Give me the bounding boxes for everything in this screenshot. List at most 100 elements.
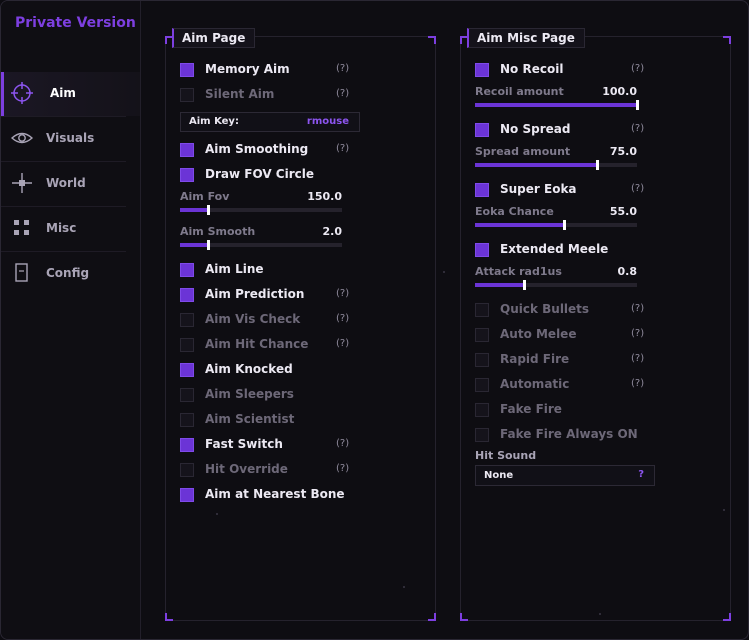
slider-fill bbox=[475, 103, 637, 107]
slider-handle[interactable] bbox=[563, 220, 567, 230]
slider-track[interactable] bbox=[475, 280, 637, 290]
help-tooltip-icon[interactable]: (?) bbox=[631, 63, 645, 74]
slider-spread-amount[interactable]: Spread amount 75.0 bbox=[475, 145, 637, 175]
hit-sound-label: Hit Sound bbox=[475, 449, 537, 462]
help-tooltip-icon[interactable]: (?) bbox=[631, 328, 645, 339]
checkbox[interactable] bbox=[475, 428, 489, 442]
checkbox[interactable] bbox=[180, 288, 194, 302]
help-tooltip-icon[interactable]: (?) bbox=[631, 303, 645, 314]
checkbox[interactable] bbox=[180, 143, 194, 157]
slider-handle[interactable] bbox=[206, 240, 210, 250]
checkbox[interactable] bbox=[180, 488, 194, 502]
slider-eoka-chance[interactable]: Eoka Chance 55.0 bbox=[475, 205, 637, 235]
checkbox[interactable] bbox=[475, 243, 489, 257]
slider-track[interactable] bbox=[180, 240, 342, 250]
checkbox-label: Aim at Nearest Bone bbox=[205, 487, 345, 501]
nav-item-config[interactable]: Config bbox=[1, 252, 140, 296]
slider-fill bbox=[180, 243, 208, 247]
checkbox[interactable] bbox=[180, 313, 194, 327]
help-tooltip-icon[interactable]: (?) bbox=[631, 123, 645, 134]
slider-value: 75.0 bbox=[609, 145, 637, 158]
slider-track[interactable] bbox=[475, 160, 637, 170]
slider-fill bbox=[475, 283, 524, 287]
hit-sound-help[interactable]: ? bbox=[638, 469, 644, 480]
help-tooltip-icon[interactable]: (?) bbox=[631, 378, 645, 389]
checkbox-label: Silent Aim bbox=[205, 87, 275, 101]
checkbox[interactable] bbox=[180, 263, 194, 277]
checkbox-label: Aim Line bbox=[205, 262, 264, 276]
help-tooltip-icon[interactable]: (?) bbox=[631, 183, 645, 194]
slider-value: 0.8 bbox=[617, 265, 638, 278]
slider-attack-rad1us[interactable]: Attack rad1us 0.8 bbox=[475, 265, 637, 295]
help-tooltip-icon[interactable]: (?) bbox=[336, 63, 350, 74]
slider-value: 55.0 bbox=[609, 205, 637, 218]
world-icon bbox=[12, 173, 32, 193]
slider-aim-smooth[interactable]: Aim Smooth 2.0 bbox=[180, 225, 342, 255]
help-tooltip-icon[interactable]: (?) bbox=[336, 288, 350, 299]
checkbox-label: Hit Override bbox=[205, 462, 288, 476]
sidebar: Private Version Aim Visuals bbox=[1, 1, 141, 639]
slider-aim-fov[interactable]: Aim Fov 150.0 bbox=[180, 190, 342, 220]
checkbox-label: Aim Hit Chance bbox=[205, 337, 309, 351]
slider-label: Recoil amount bbox=[475, 85, 564, 98]
slider-label: Eoka Chance bbox=[475, 205, 554, 218]
brand-title: Private Version bbox=[15, 15, 136, 31]
aim-misc-page-panel: Aim Misc Page No Recoil (?) No Spread (?) Su… bbox=[460, 28, 731, 621]
checkbox-label: Automatic bbox=[500, 377, 570, 391]
aim-key-label: Aim Key: bbox=[189, 116, 239, 127]
slider-recoil-amount[interactable]: Recoil amount 100.0 bbox=[475, 85, 639, 115]
grid-icon bbox=[14, 220, 29, 235]
help-tooltip-icon[interactable]: (?) bbox=[336, 463, 350, 474]
checkbox[interactable] bbox=[475, 378, 489, 392]
checkbox[interactable] bbox=[180, 338, 194, 352]
checkbox[interactable] bbox=[180, 168, 194, 182]
checkbox[interactable] bbox=[475, 328, 489, 342]
checkbox[interactable] bbox=[475, 183, 489, 197]
checkbox[interactable] bbox=[180, 413, 194, 427]
eye-icon bbox=[11, 132, 33, 144]
slider-value: 2.0 bbox=[322, 225, 343, 238]
help-tooltip-icon[interactable]: (?) bbox=[336, 438, 350, 449]
help-tooltip-icon[interactable]: (?) bbox=[631, 353, 645, 364]
checkbox-label: Quick Bullets bbox=[500, 302, 590, 316]
checkbox[interactable] bbox=[180, 438, 194, 452]
checkbox-label: Fake Fire bbox=[500, 402, 562, 416]
aim-page-panel: Aim Page Memory Aim (?) Silent Aim (?) Aim S… bbox=[165, 28, 436, 621]
nav-item-aim[interactable]: Aim bbox=[1, 72, 140, 116]
help-tooltip-icon[interactable]: (?) bbox=[336, 143, 350, 154]
checkbox-label: Aim Smoothing bbox=[205, 142, 309, 156]
help-tooltip-icon[interactable]: (?) bbox=[336, 338, 350, 349]
checkbox[interactable] bbox=[475, 123, 489, 137]
checkbox[interactable] bbox=[475, 303, 489, 317]
nav-label-world: World bbox=[46, 176, 86, 190]
slider-track[interactable] bbox=[180, 205, 342, 215]
slider-label: Attack rad1us bbox=[475, 265, 562, 278]
help-tooltip-icon[interactable]: (?) bbox=[336, 313, 350, 324]
aim-key-input[interactable]: Aim Key: rmouse bbox=[180, 112, 360, 132]
checkbox[interactable] bbox=[180, 463, 194, 477]
checkbox[interactable] bbox=[180, 388, 194, 402]
checkbox[interactable] bbox=[180, 363, 194, 377]
aim-page-title: Aim Page bbox=[172, 28, 256, 48]
slider-label: Spread amount bbox=[475, 145, 571, 158]
checkbox[interactable] bbox=[475, 63, 489, 77]
slider-handle[interactable] bbox=[522, 280, 526, 290]
slider-handle[interactable] bbox=[595, 160, 599, 170]
slider-track[interactable] bbox=[475, 220, 637, 230]
checkbox-label: Rapid Fire bbox=[500, 352, 570, 366]
checkbox[interactable] bbox=[475, 353, 489, 367]
checkbox[interactable] bbox=[180, 63, 194, 77]
checkbox-label: Aim Scientist bbox=[205, 412, 295, 426]
checkbox-label: No Recoil bbox=[500, 62, 564, 76]
nav-item-world[interactable]: World bbox=[1, 162, 140, 206]
checkbox[interactable] bbox=[475, 403, 489, 417]
checkbox-label: Fake Fire Always ON bbox=[500, 427, 638, 441]
hit-sound-select[interactable]: None ? bbox=[475, 465, 655, 486]
nav-item-misc[interactable]: Misc bbox=[1, 207, 140, 251]
checkbox[interactable] bbox=[180, 88, 194, 102]
slider-handle[interactable] bbox=[636, 100, 639, 110]
slider-handle[interactable] bbox=[206, 205, 210, 215]
help-tooltip-icon[interactable]: (?) bbox=[336, 88, 350, 99]
nav-item-visuals[interactable]: Visuals bbox=[1, 117, 140, 161]
slider-track[interactable] bbox=[475, 100, 639, 110]
